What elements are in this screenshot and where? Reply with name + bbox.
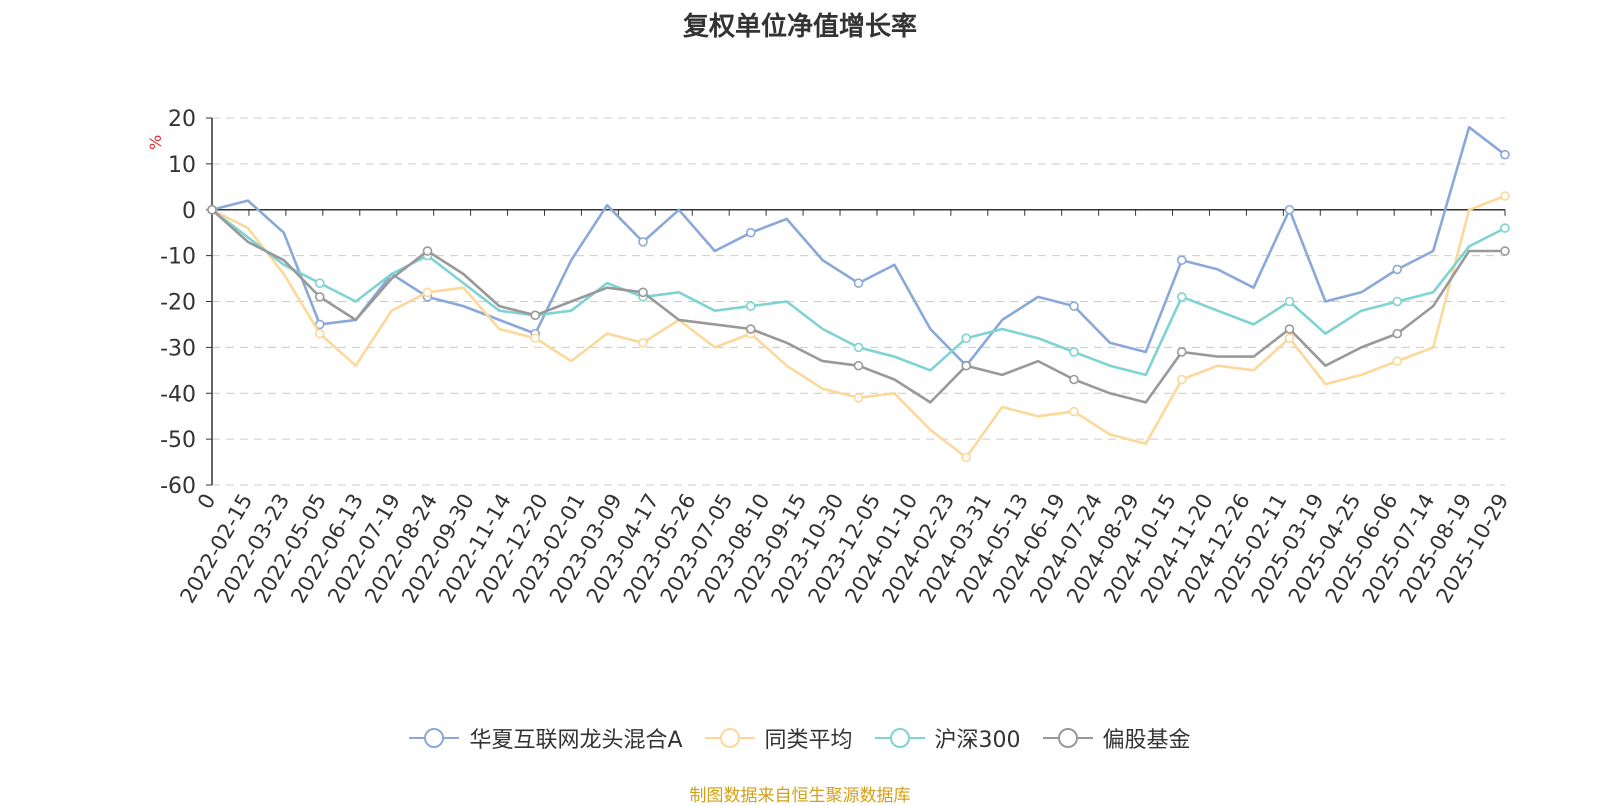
series-point <box>1069 347 1079 357</box>
legend-label: 偏股基金 <box>1102 728 1191 753</box>
series-point <box>314 328 325 339</box>
series-point <box>314 278 325 288</box>
y-tick-label: -30 <box>160 336 196 361</box>
chart-legend: 华夏互联网龙头混合A 同类平均 沪深300 偏股基金 <box>0 722 1600 754</box>
series-point <box>422 246 433 256</box>
series-line-3 <box>211 208 1505 404</box>
chart-title: 复权单位净值增长率 <box>682 12 917 42</box>
series-point <box>1069 374 1079 385</box>
series-point <box>961 452 972 463</box>
series-point <box>207 204 217 215</box>
series-point <box>422 287 433 298</box>
series-point <box>1500 149 1510 160</box>
series-point <box>1284 296 1295 307</box>
series-point <box>961 333 972 344</box>
data-source-note: 制图数据来自恒生聚源数据库 <box>689 786 911 806</box>
series-point <box>1500 191 1510 201</box>
series-point <box>1392 296 1403 307</box>
y-tick-label: -10 <box>160 245 196 270</box>
legend-swatch-icon <box>409 728 460 748</box>
x-tick-label: 0 <box>193 490 220 514</box>
series-point <box>1176 292 1187 302</box>
y-tick-label: 20 <box>168 107 196 132</box>
series-point <box>853 278 864 288</box>
y-tick-label: -60 <box>160 474 196 499</box>
series-point <box>1392 328 1403 339</box>
series-point <box>1284 204 1295 215</box>
y-tick-label: 0 <box>182 199 196 224</box>
legend-swatch-icon <box>1042 728 1093 748</box>
legend-item[interactable]: 华夏互联网龙头混合A <box>409 722 683 754</box>
series-point <box>530 333 541 344</box>
series-point <box>1500 223 1510 233</box>
legend-label: 同类平均 <box>764 728 853 753</box>
series-point <box>638 287 648 298</box>
series-point <box>1500 246 1510 256</box>
y-tick-label: -20 <box>160 291 196 316</box>
series-point <box>1069 301 1079 311</box>
series-point <box>1284 333 1295 344</box>
series-point <box>638 337 648 348</box>
series-point <box>1176 374 1187 385</box>
series-point <box>853 393 864 403</box>
legend-item[interactable]: 偏股基金 <box>1042 722 1191 754</box>
y-tick-label: -50 <box>160 428 196 453</box>
series-point <box>530 310 541 321</box>
series-point <box>1176 255 1187 266</box>
series-point <box>745 301 756 311</box>
legend-swatch-icon <box>704 728 755 748</box>
legend-item[interactable]: 同类平均 <box>704 722 853 754</box>
line-chart: 20100-10-20-30-40-50-6002022-02-152022-0… <box>160 107 1513 607</box>
y-tick-label: -40 <box>160 382 196 407</box>
series-point <box>314 292 325 302</box>
legend-label: 沪深300 <box>934 728 1021 753</box>
series-point <box>1392 356 1403 366</box>
series-line-0 <box>211 125 1506 368</box>
legend-label: 华夏互联网龙头混合A <box>469 728 683 753</box>
series-point <box>853 342 864 353</box>
series-point <box>1069 406 1079 417</box>
series-point <box>638 237 648 247</box>
series-point <box>745 324 756 334</box>
series-point <box>853 360 864 371</box>
legend-swatch-icon <box>874 728 925 748</box>
series-point <box>1176 347 1187 357</box>
series-point <box>1392 264 1403 275</box>
series-line-1 <box>211 194 1506 459</box>
y-tick-label: 10 <box>168 153 196 178</box>
legend-item[interactable]: 沪深300 <box>874 722 1021 754</box>
series-point <box>961 360 972 371</box>
series-point <box>1284 324 1295 334</box>
series-point <box>745 227 756 238</box>
